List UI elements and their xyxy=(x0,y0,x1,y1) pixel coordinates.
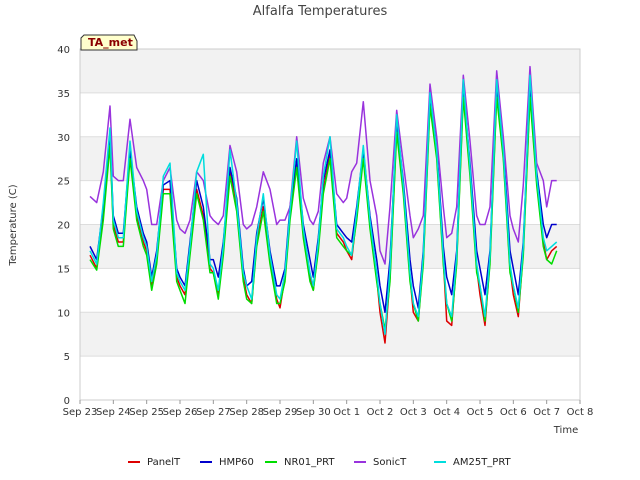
x-tick-label: Sep 30 xyxy=(296,407,331,418)
y-tick-label: 15 xyxy=(57,264,70,275)
y-tick-label: 0 xyxy=(64,396,70,407)
x-tick-label: Oct 4 xyxy=(433,407,460,418)
y-tick-label: 25 xyxy=(57,177,70,188)
plot-band xyxy=(80,356,580,400)
plot-band xyxy=(80,268,580,313)
x-tick-label: Oct 8 xyxy=(567,407,594,418)
legend-label: AM25T_PRT xyxy=(453,457,512,468)
x-tick-label: Oct 1 xyxy=(333,407,360,418)
y-axis-label: Temperature (C) xyxy=(8,184,19,266)
legend-item-nr01-prt: NR01_PRT xyxy=(265,457,335,468)
y-tick-label: 40 xyxy=(57,45,70,56)
badge-box xyxy=(80,34,138,51)
x-tick-label: Sep 26 xyxy=(163,407,198,418)
y-tick-label: 10 xyxy=(57,308,70,319)
plot-band xyxy=(80,312,580,357)
plot-band xyxy=(80,49,580,93)
x-tick-label: Sep 23 xyxy=(63,407,98,418)
legend-item-hmp60: HMP60 xyxy=(200,457,254,468)
legend-label: SonicT xyxy=(373,457,407,468)
x-tick-label: Oct 7 xyxy=(533,407,560,418)
plot-band xyxy=(80,92,580,137)
legend-label: NR01_PRT xyxy=(284,457,335,468)
legend-item-sonict: SonicT xyxy=(354,457,407,468)
chart-title: Alfalfa Temperatures xyxy=(253,4,388,19)
x-tick-label: Sep 24 xyxy=(96,407,131,418)
legend-item-am25t-prt: AM25T_PRT xyxy=(434,457,512,468)
x-tick-label: Oct 5 xyxy=(467,407,494,418)
plot-frame xyxy=(79,48,581,401)
x-tick-label: Oct 6 xyxy=(500,407,527,418)
y-tick-label: 20 xyxy=(57,221,70,232)
legend-label: PanelT xyxy=(147,457,181,468)
x-tick-label: Sep 25 xyxy=(129,407,164,418)
y-tick-label: 30 xyxy=(57,133,70,144)
series-line-am25t-prt xyxy=(89,74,558,335)
y-tick-label: 5 xyxy=(64,352,70,363)
ta-met-badge: TA_met xyxy=(80,34,138,51)
x-tick-label: Oct 3 xyxy=(400,407,427,418)
x-tick-label: Oct 2 xyxy=(367,407,394,418)
plot-background xyxy=(80,49,580,400)
legend: PanelT HMP60 NR01_PRT SonicT AM25T_PRT xyxy=(128,457,512,468)
x-tick-label: Sep 27 xyxy=(196,407,231,418)
plot-band xyxy=(80,224,580,269)
x-axis-label: Time xyxy=(553,425,578,436)
badge-text: TA_met xyxy=(88,36,133,49)
y-axis-ticks: 0 5 10 15 20 25 30 35 40 xyxy=(57,45,70,407)
legend-item-panelt: PanelT xyxy=(128,457,181,468)
x-tick-label: Sep 28 xyxy=(229,407,264,418)
legend-label: HMP60 xyxy=(219,457,254,468)
series-lines xyxy=(89,65,558,344)
x-tick-label: Sep 29 xyxy=(263,407,298,418)
y-tick-label: 35 xyxy=(57,89,70,100)
